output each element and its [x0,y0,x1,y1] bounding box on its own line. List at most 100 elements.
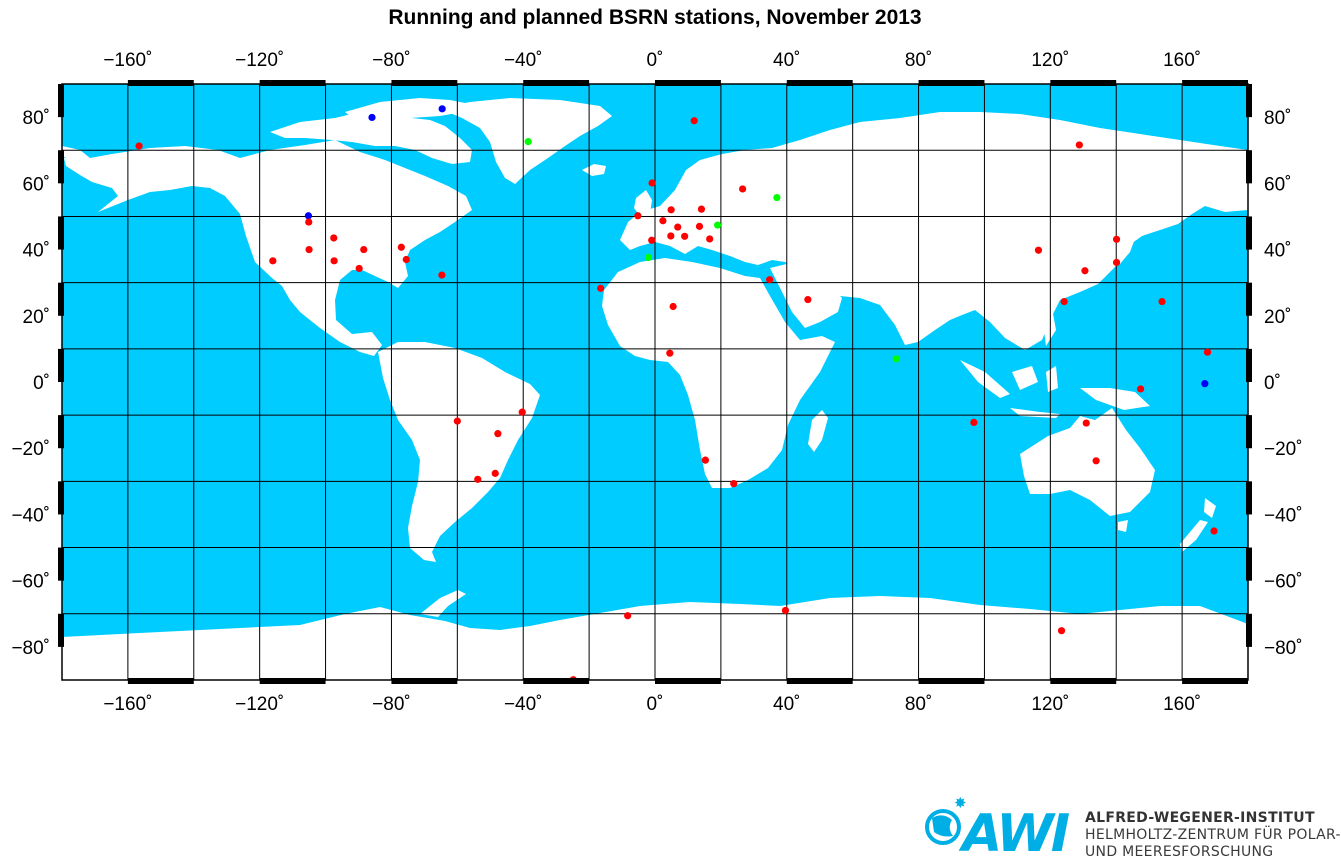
station-marker-red [491,469,499,477]
lat-tick-label-left: −60˚ [11,572,50,593]
land-japan [1108,226,1136,268]
station-marker-red [706,235,714,243]
station-marker-red [402,255,410,264]
station-marker-blue [438,105,446,113]
station-marker-red [597,284,605,292]
frame-bar-left [58,150,64,184]
frame-bar-bottom [391,678,458,684]
frame-bar-left [58,481,64,515]
frame-bar-top [918,80,985,86]
lat-tick-label-right: 0˚ [1264,373,1281,394]
station-marker-blue [304,212,313,220]
station-marker-red [330,234,338,242]
frame-bar-bottom [786,678,853,684]
lon-tick-label-bottom: −120˚ [235,694,284,715]
station-marker-red [397,243,405,251]
lon-tick-label-bottom: 40˚ [773,694,800,715]
station-marker-red [730,480,738,488]
frame-bar-right [1246,481,1252,515]
station-marker-green [644,253,653,262]
station-marker-red [648,179,656,187]
station-marker-red [1158,297,1166,306]
land-arctic-islands [270,112,472,164]
station-marker-red [330,257,338,265]
frame-bar-left [58,613,64,647]
frame-bar-top [391,80,458,86]
land-eurasia [620,112,1248,350]
frame-bar-bottom [1182,678,1248,684]
lat-tick-label-left: −20˚ [11,439,50,460]
frame-bar-top [523,80,590,86]
station-marker-green [892,355,900,363]
station-marker-red [739,185,747,193]
station-marker-red [667,232,675,240]
station-marker-red [453,417,461,425]
axis-tick-labels: −160˚ −160˚ −120˚ −120˚ −80˚ −80˚ −40˚ −40˚ 0˚ 0˚… [11,50,1302,715]
land-africa [602,258,835,488]
frame-bar-right [1246,216,1252,250]
station-marker-red [634,212,642,220]
lat-tick-label-right: 60˚ [1264,174,1291,195]
lat-tick-label-left: 0˚ [33,373,50,394]
land-iceland [582,164,606,176]
lat-tick-label-left: 60˚ [23,174,50,195]
station-marker-red [697,205,706,213]
station-marker-red [494,430,502,438]
station-marker-red [1034,246,1043,254]
station-marker-red [1057,627,1066,635]
lon-tick-label-top: 160˚ [1163,50,1201,71]
station-marker-red [1081,267,1089,275]
land-arabia [770,262,842,328]
station-marker-red [695,222,704,230]
star-icon: ✸ [954,795,967,812]
frame-bar-top [1050,80,1117,86]
station-marker-red [1092,457,1100,465]
land-australia [1020,408,1155,516]
lat-tick-label-right: 40˚ [1264,241,1291,262]
station-marker-red [305,245,313,254]
station-marker-red [305,218,313,226]
station-marker-red [667,206,675,214]
station-marker-blue [368,113,376,122]
station-marker-red [1082,419,1090,427]
lat-tick-label-right: 20˚ [1264,307,1291,328]
land-north-america [64,140,472,356]
station-marker-red [804,295,812,304]
station-marker-red [690,117,698,125]
station-marker-red [766,276,774,284]
frame-bar-left [58,547,64,581]
land-madagascar [808,410,828,452]
frame-bar-left [58,348,64,382]
lon-tick-label-bottom: 160˚ [1163,694,1201,715]
frame-bar-top [655,80,721,86]
lon-tick-label-top: 40˚ [773,50,800,71]
station-marker-red [355,264,363,273]
lon-tick-label-top: 0˚ [647,50,664,71]
frame-bar-bottom [259,678,326,684]
lat-tick-label-right: 80˚ [1264,108,1291,129]
station-marker-red [781,606,790,615]
lon-tick-label-top: −40˚ [504,50,543,71]
station-marker-green [524,138,532,146]
lon-tick-label-top: −120˚ [235,50,284,71]
lon-tick-label-bottom: −160˚ [103,694,152,715]
awi-logo: ✸ AWI ALFRED-WEGENER-INSTITUT HELMHOLTZ-… [925,795,1341,864]
land-british-isles [634,190,652,216]
lat-tick-label-left: −40˚ [11,505,50,526]
lon-tick-label-bottom: −80˚ [372,694,411,715]
station-marker-red [681,232,689,240]
station-marker-red [135,142,143,150]
map-title: Running and planned BSRN stations, Novem… [388,6,921,29]
station-marker-red [518,408,526,416]
station-marker-red [659,217,667,225]
frame-bar-left [58,282,64,316]
station-marker-red [970,418,978,426]
station-marker-red [701,456,710,464]
land-ellesmere [345,98,470,120]
frame-bar-top [1182,80,1248,86]
station-marker-red [1075,141,1083,149]
lat-tick-label-left: −80˚ [11,638,50,659]
frame-bar-top [259,80,326,86]
frame-bar-right [1246,547,1252,581]
